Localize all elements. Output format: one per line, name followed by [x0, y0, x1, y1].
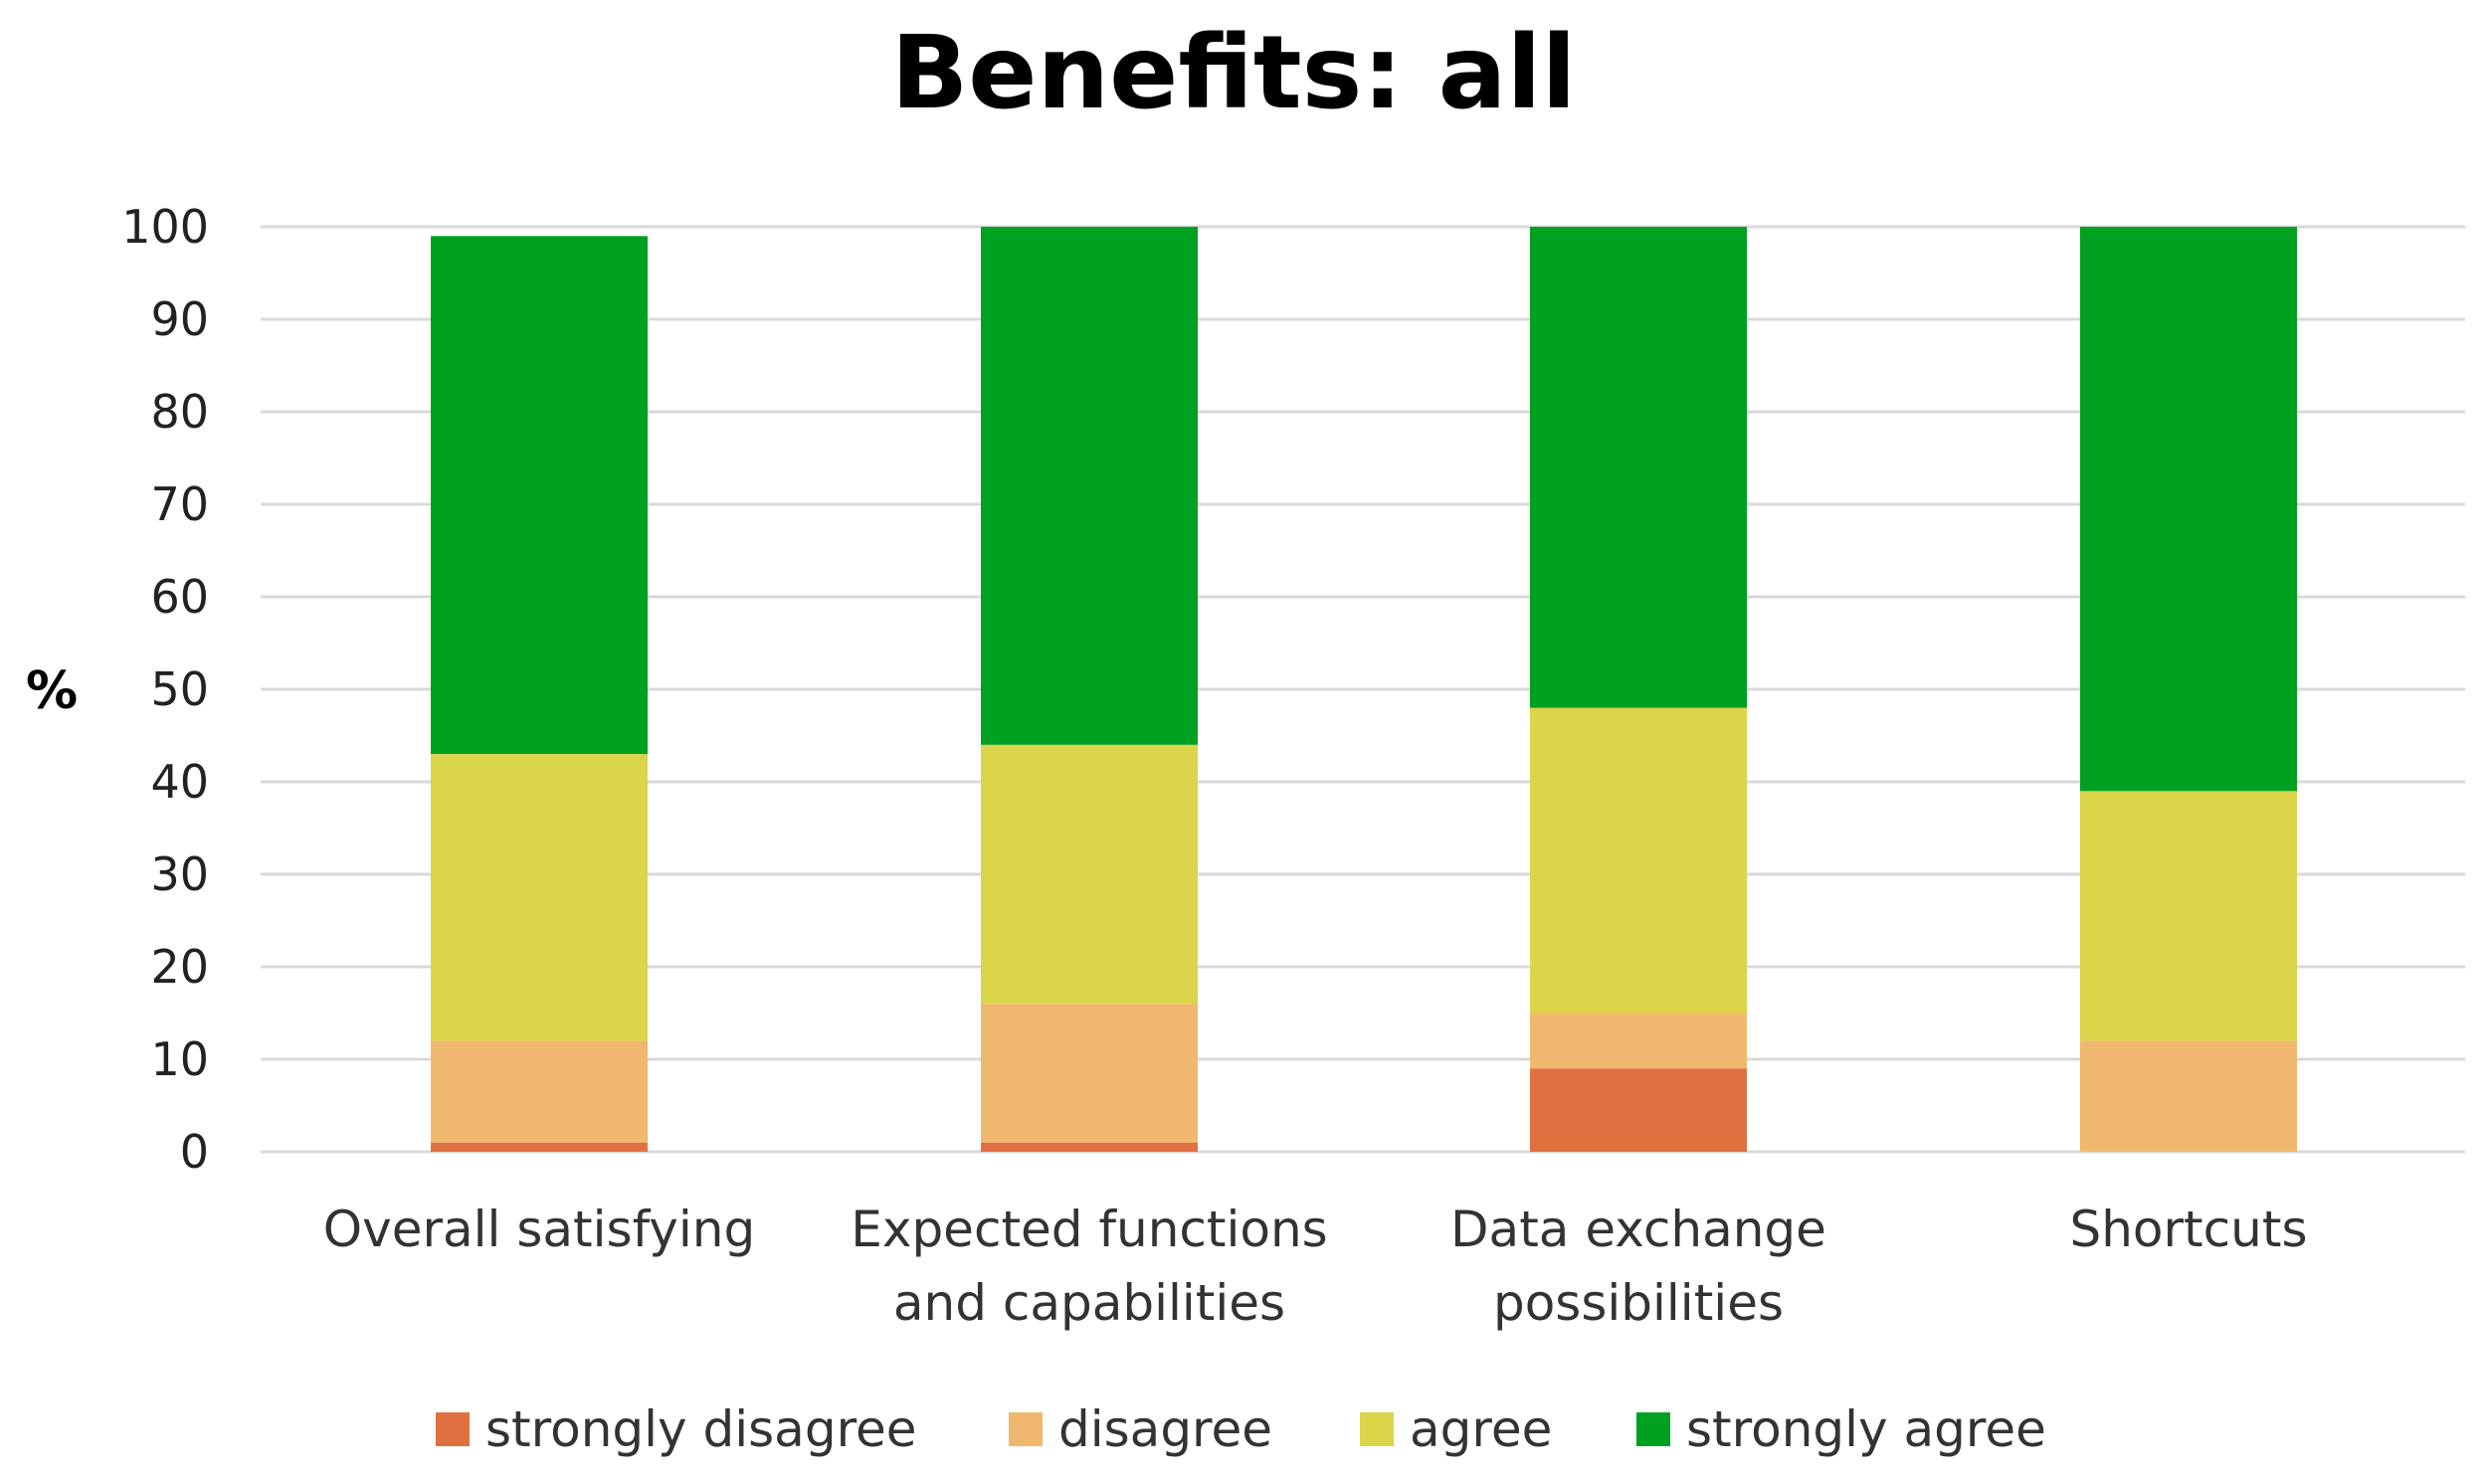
bar-segment-disagree [2080, 1040, 2297, 1152]
legend-label: strongly agree [1686, 1400, 2046, 1458]
legend-item-strongly-agree: strongly agree [1636, 1400, 2046, 1458]
bar-segment-strongly-agree [431, 236, 648, 755]
bar-segment-disagree [981, 1004, 1198, 1143]
bar-segment-agree [1530, 707, 1747, 1014]
y-tick-label: 40 [150, 755, 209, 809]
y-tick-label: 20 [150, 940, 209, 994]
category-label: and capabilities [893, 1274, 1285, 1332]
bar-segment-agree [981, 744, 1198, 1005]
legend-swatch [1360, 1412, 1394, 1446]
chart-title: Benefits: all [891, 14, 1577, 132]
bar-segment-agree [431, 754, 648, 1041]
category-label: Data exchange [1450, 1201, 1826, 1258]
legend-swatch [1009, 1412, 1043, 1446]
category-label: Expected functions [851, 1201, 1327, 1258]
category-label: Shortcuts [2069, 1201, 2307, 1258]
y-tick-label: 100 [121, 200, 209, 254]
y-tick-label: 0 [180, 1125, 209, 1179]
y-tick-label: 70 [150, 477, 209, 531]
category-label: possibilities [1493, 1274, 1784, 1332]
legend-item-disagree: disagree [1009, 1400, 1272, 1458]
bar-segment-strongly-agree [1530, 227, 1747, 708]
bar-segment-agree [2080, 791, 2297, 1041]
bar-segment-strongly-disagree [1530, 1068, 1747, 1152]
bar-segment-strongly-disagree [431, 1142, 648, 1152]
category-label: Overall satisfying [323, 1201, 755, 1258]
y-tick-label: 50 [150, 662, 209, 716]
legend-label: strongly disagree [485, 1400, 917, 1458]
y-axis-label: % [26, 661, 78, 721]
bar-segment-strongly-agree [2080, 227, 2297, 792]
y-tick-label: 60 [150, 570, 209, 624]
legend-item-agree: agree [1360, 1400, 1552, 1458]
y-tick-label: 80 [150, 385, 209, 439]
legend-label: agree [1410, 1400, 1552, 1458]
x-axis-labels: Overall satisfying Expected functions and … [323, 1201, 2308, 1332]
y-tick-label: 90 [150, 292, 209, 346]
bar-segment-strongly-disagree [981, 1142, 1198, 1152]
y-tick-label: 30 [150, 847, 209, 901]
legend-swatch [436, 1412, 470, 1446]
bar-segment-disagree [1530, 1013, 1747, 1069]
y-axis-ticks: 0 10 20 30 40 50 60 70 80 90 100 [121, 200, 209, 1179]
bar-segment-strongly-agree [981, 227, 1198, 745]
legend-label: disagree [1058, 1400, 1272, 1458]
legend: strongly disagree disagree agree strongly a… [436, 1400, 2046, 1458]
legend-swatch [1636, 1412, 1670, 1446]
bars [431, 227, 2297, 1152]
legend-item-strongly-disagree: strongly disagree [436, 1400, 917, 1458]
y-tick-label: 10 [150, 1032, 209, 1086]
bar-segment-disagree [431, 1040, 648, 1143]
